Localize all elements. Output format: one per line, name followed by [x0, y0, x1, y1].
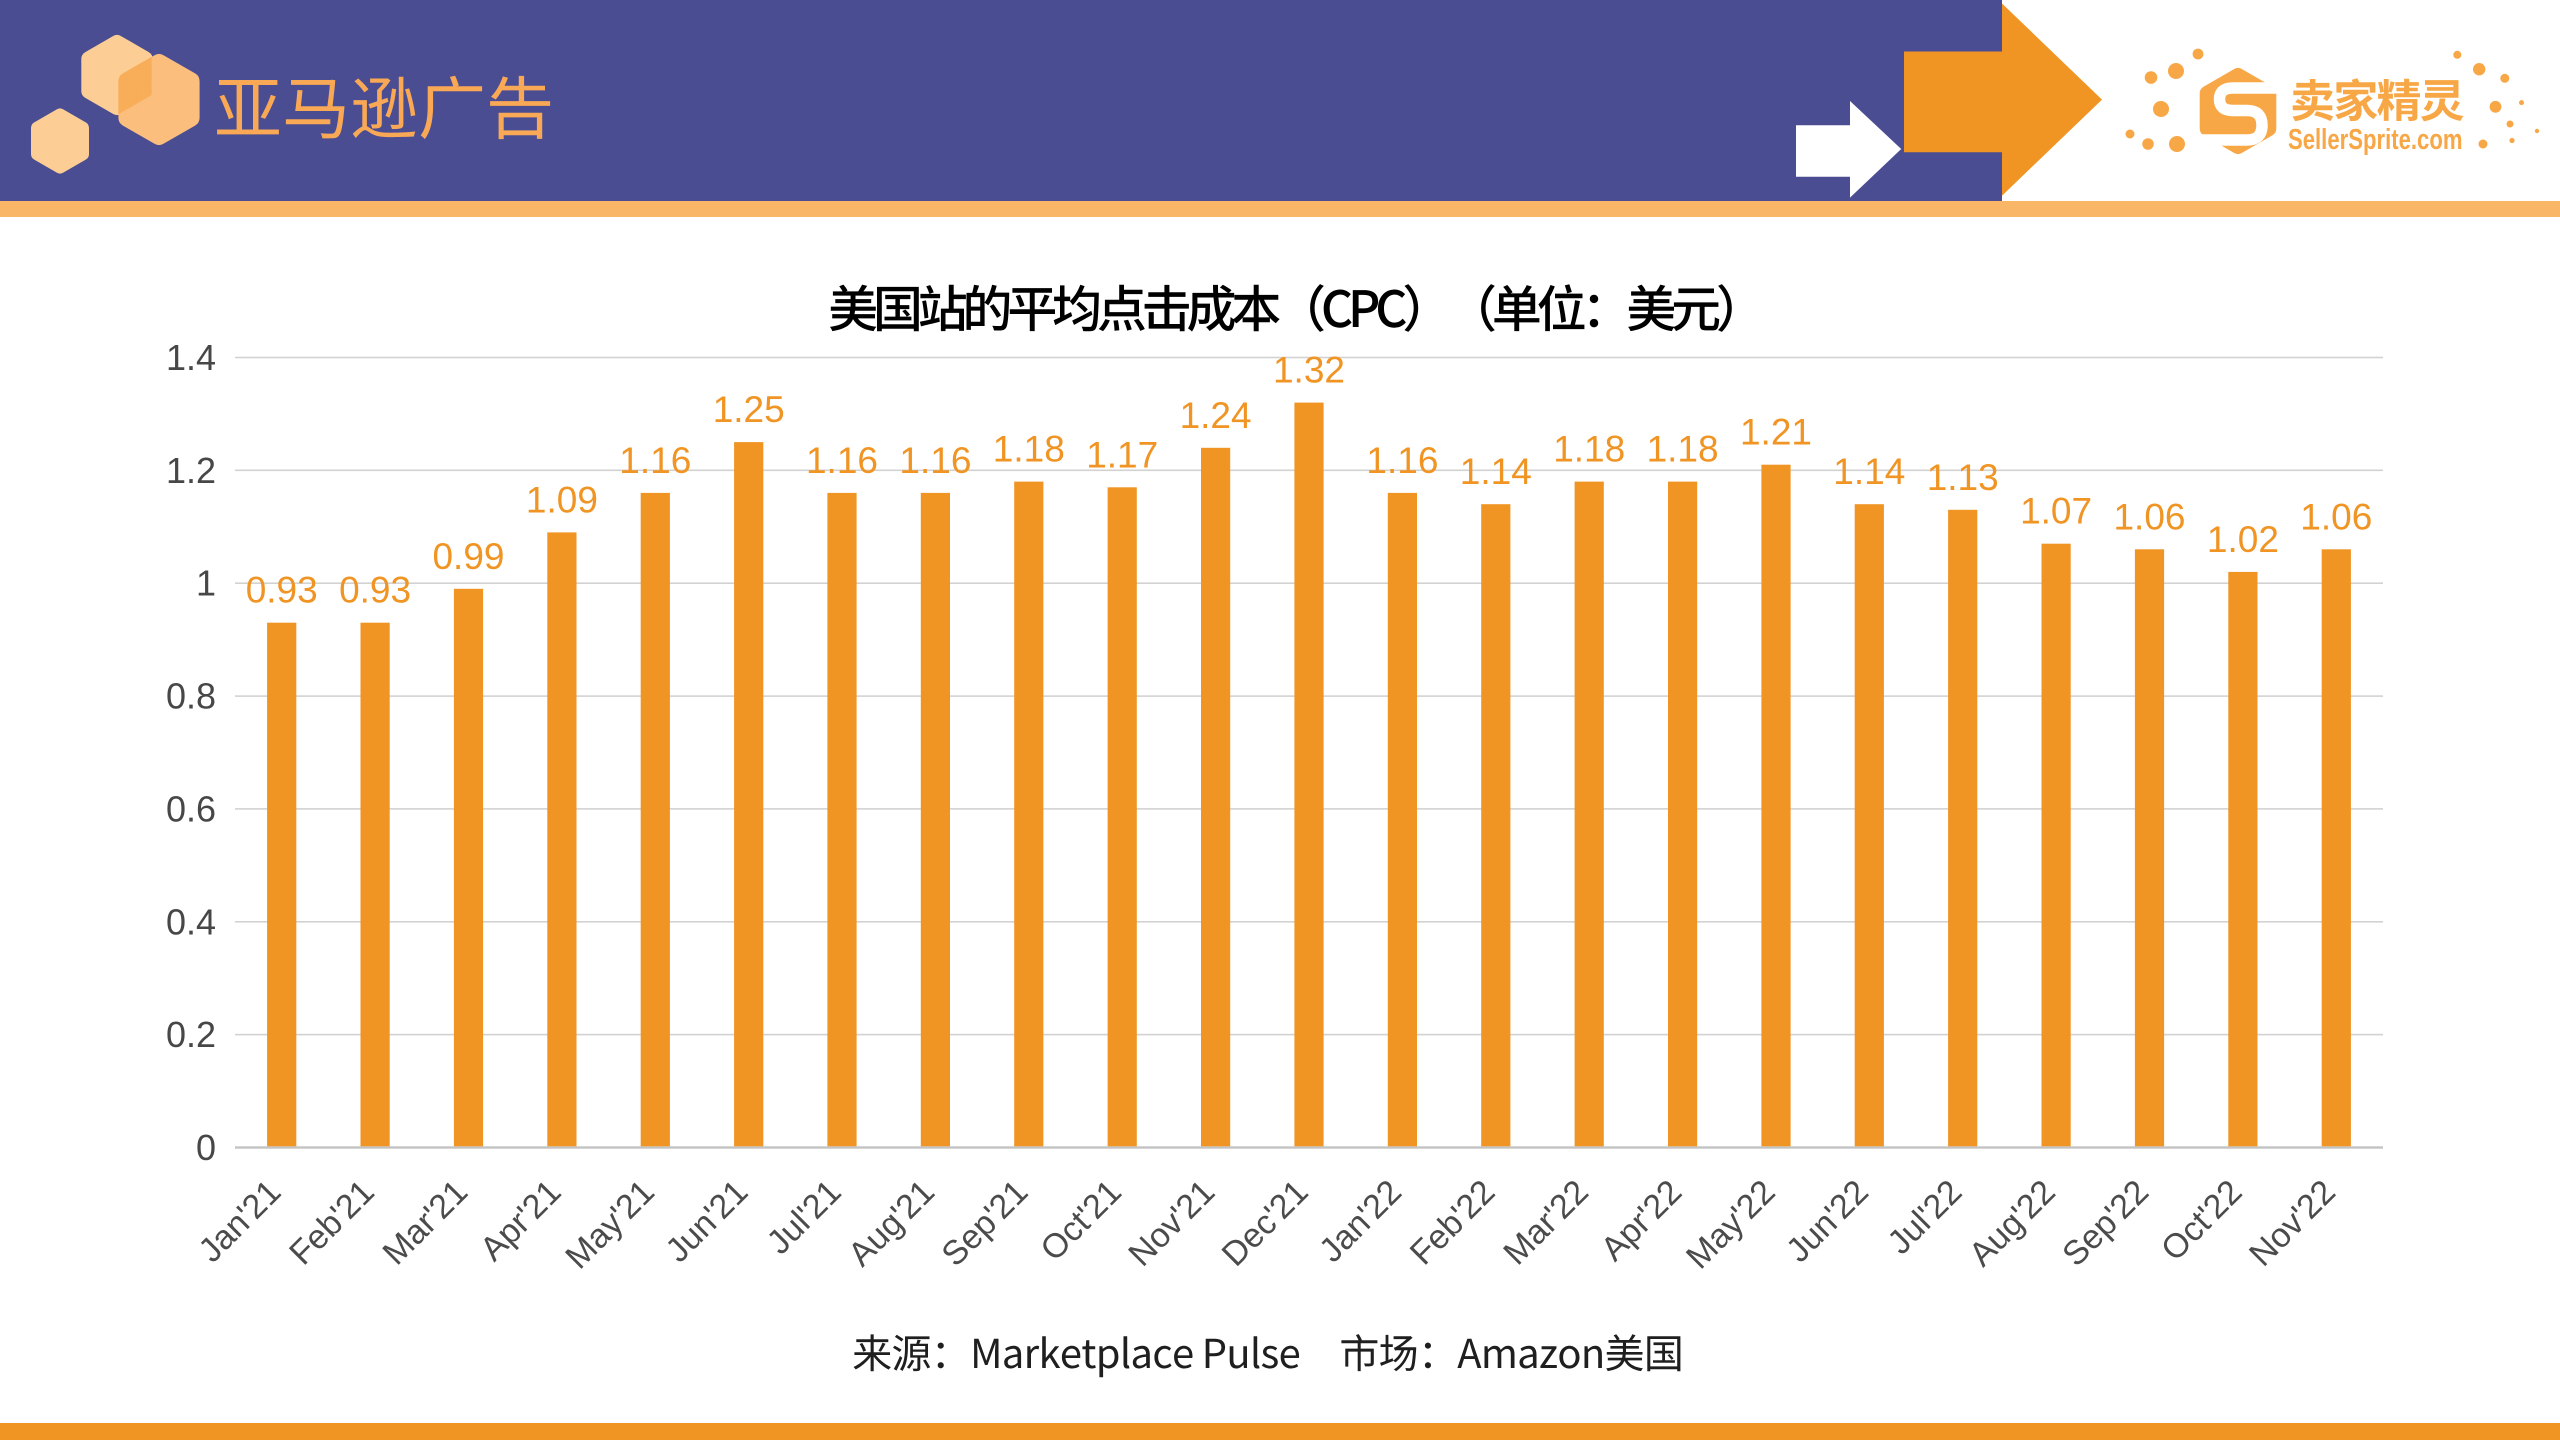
- svg-text:1.06: 1.06: [2113, 496, 2185, 537]
- svg-text:1.07: 1.07: [2020, 491, 2092, 532]
- svg-text:1.18: 1.18: [993, 429, 1065, 470]
- svg-text:1.14: 1.14: [1833, 451, 1905, 492]
- svg-text:1.13: 1.13: [1927, 457, 1999, 498]
- svg-text:0.93: 0.93: [339, 570, 411, 611]
- svg-text:1.16: 1.16: [806, 440, 878, 481]
- svg-text:1.4: 1.4: [166, 337, 216, 378]
- svg-text:1.16: 1.16: [1366, 440, 1438, 481]
- svg-text:0.93: 0.93: [246, 570, 318, 611]
- svg-text:1.2: 1.2: [166, 450, 216, 491]
- svg-text:0.4: 0.4: [166, 901, 216, 942]
- svg-text:1.09: 1.09: [526, 479, 598, 520]
- svg-text:1.16: 1.16: [899, 440, 971, 481]
- svg-text:1.32: 1.32: [1273, 350, 1345, 391]
- svg-text:0: 0: [196, 1127, 216, 1168]
- svg-text:1.21: 1.21: [1740, 412, 1812, 453]
- svg-text:1.16: 1.16: [619, 440, 691, 481]
- svg-text:1.17: 1.17: [1086, 434, 1158, 475]
- svg-text:1.18: 1.18: [1553, 429, 1625, 470]
- svg-text:1.24: 1.24: [1180, 395, 1252, 436]
- svg-text:1.06: 1.06: [2300, 496, 2372, 537]
- svg-text:0.8: 0.8: [166, 676, 216, 717]
- svg-text:0.6: 0.6: [166, 788, 216, 829]
- svg-text:1.18: 1.18: [1647, 429, 1719, 470]
- svg-text:0.2: 0.2: [166, 1014, 216, 1055]
- svg-text:1.25: 1.25: [713, 389, 785, 430]
- svg-text:1.14: 1.14: [1460, 451, 1532, 492]
- svg-text:SellerSprite.com: SellerSprite.com: [2288, 124, 2463, 156]
- svg-text:1: 1: [196, 563, 216, 604]
- svg-text:0.99: 0.99: [432, 536, 504, 577]
- svg-text:1.02: 1.02: [2207, 519, 2279, 560]
